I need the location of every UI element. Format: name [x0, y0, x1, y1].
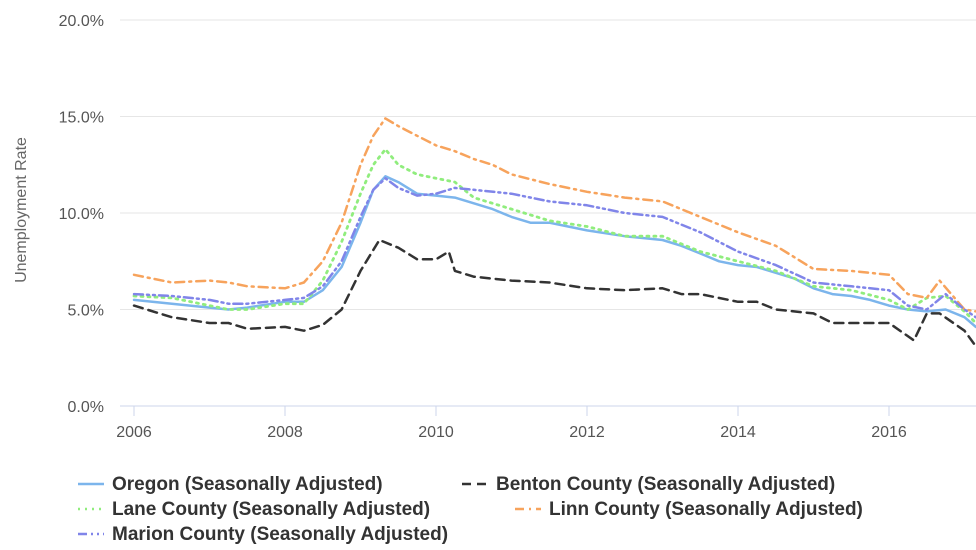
- series-line-2: [132, 238, 976, 348]
- legend-item[interactable]: Oregon (Seasonally Adjusted): [78, 474, 383, 495]
- y-tick-label: 15.0%: [59, 110, 104, 127]
- legend-item[interactable]: Benton County (Seasonally Adjusted): [462, 474, 835, 495]
- legend-label: Oregon (Seasonally Adjusted): [112, 474, 383, 495]
- series-line-4: [132, 117, 976, 313]
- x-tick-label: 2008: [267, 424, 303, 441]
- y-tick-label: 10.0%: [59, 206, 104, 223]
- y-tick-label: 20.0%: [59, 13, 104, 30]
- legend-label: Lane County (Seasonally Adjusted): [112, 499, 430, 520]
- y-tick-label: 5.0%: [68, 303, 104, 320]
- series-lines: [132, 117, 976, 348]
- series-line-1: [132, 175, 976, 329]
- legend: Oregon (Seasonally Adjusted) Benton Count…: [78, 474, 863, 545]
- y-axis-title: Unemployment Rate: [13, 137, 30, 283]
- legend-item[interactable]: Linn County (Seasonally Adjusted): [515, 499, 863, 520]
- legend-label: Linn County (Seasonally Adjusted): [549, 499, 863, 520]
- y-tick-label: 0.0%: [68, 399, 104, 416]
- x-tick-label: 2010: [418, 424, 454, 441]
- series-line-3: [132, 147, 976, 325]
- grid-lines: [120, 19, 976, 310]
- x-axis: [120, 405, 976, 416]
- x-tick-label: 2014: [720, 424, 756, 441]
- legend-label: Benton County (Seasonally Adjusted): [496, 474, 835, 495]
- legend-item[interactable]: Marion County (Seasonally Adjusted): [78, 524, 448, 545]
- x-tick-label: 2006: [116, 424, 152, 441]
- series-line-5: [132, 177, 976, 319]
- x-tick-label: 2012: [569, 424, 605, 441]
- legend-item[interactable]: Lane County (Seasonally Adjusted): [78, 499, 430, 520]
- x-tick-label: 2016: [871, 424, 907, 441]
- legend-label: Marion County (Seasonally Adjusted): [112, 524, 448, 545]
- tick-labels: 0.0% 5.0% 10.0% 15.0% 20.0% 2006 2008 2010 2012 2…: [59, 13, 907, 441]
